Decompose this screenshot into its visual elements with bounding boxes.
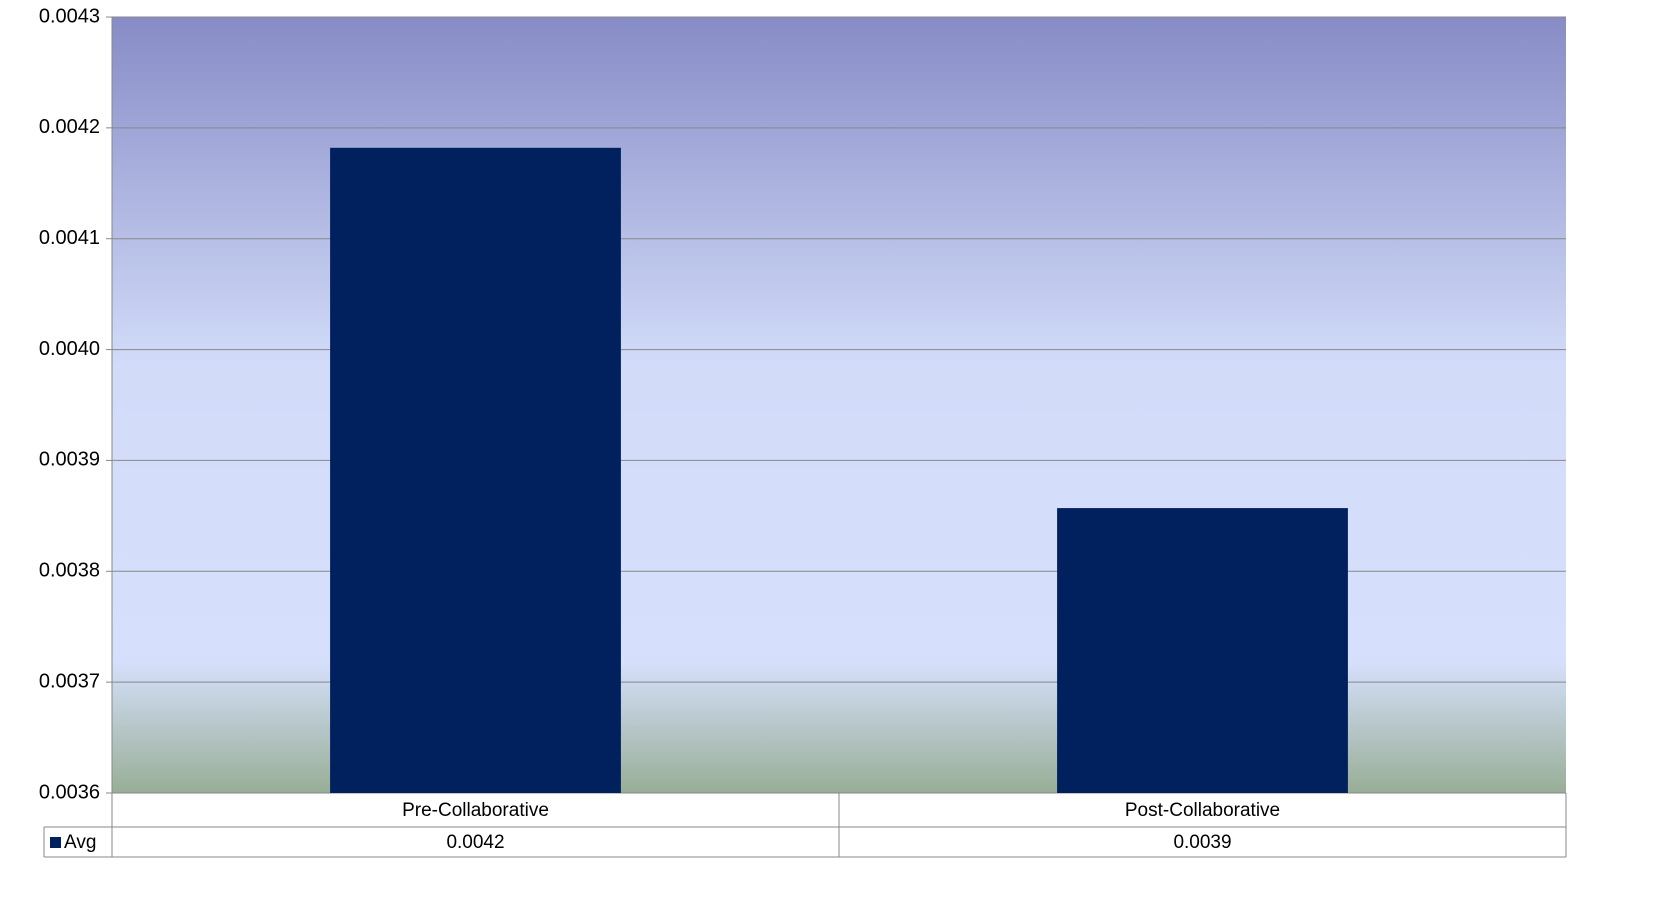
- bar: [330, 147, 621, 794]
- x-tick-label: Pre-Collaborative: [402, 800, 549, 821]
- bar: [1057, 508, 1348, 793]
- data-label: 0.0042: [446, 832, 504, 853]
- y-tick-label: 0.0041: [39, 227, 100, 249]
- x-tick-label: Post-Collaborative: [1125, 800, 1280, 821]
- y-tick-label: 0.0036: [39, 781, 100, 803]
- data-label: 0.0039: [1173, 832, 1231, 853]
- y-tick-label: 0.0043: [39, 5, 100, 27]
- y-tick-label: 0.0040: [39, 338, 100, 360]
- legend-label: Avg: [64, 832, 96, 853]
- y-tick-label: 0.0039: [39, 449, 100, 471]
- y-tick-label: 0.0038: [39, 560, 100, 582]
- legend-swatch: [50, 837, 61, 848]
- y-tick-label: 0.0037: [39, 670, 100, 692]
- y-tick-label: 0.0042: [39, 116, 100, 138]
